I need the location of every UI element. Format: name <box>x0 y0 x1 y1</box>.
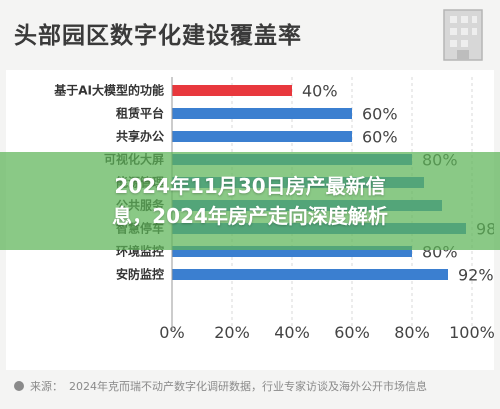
data-label: 40% <box>302 82 338 101</box>
building-icon <box>443 9 483 61</box>
x-tick-label: 20% <box>214 323 250 342</box>
headline-banner: 2024年11月30日房产最新信 息，2024年房产走向深度解析 <box>0 152 500 250</box>
bar <box>172 246 412 257</box>
bar <box>172 108 352 119</box>
data-label: 92% <box>458 266 494 285</box>
x-tick-label: 40% <box>274 323 310 342</box>
category-label: 基于AI大模型的功能 <box>53 83 164 98</box>
x-tick-label: 100% <box>449 323 494 342</box>
category-label: 安防监控 <box>116 267 164 282</box>
x-tick-label: 80% <box>394 323 430 342</box>
source-text: 2024年克而瑞不动产数字化调研数据，行业专家访谈及海外公开市场信息 <box>69 380 427 393</box>
bar <box>172 131 352 142</box>
chart-title: 头部园区数字化建设覆盖率 <box>14 23 302 49</box>
x-tick-label: 60% <box>334 323 370 342</box>
data-label: 60% <box>362 128 398 147</box>
x-tick-label: 0% <box>159 323 184 342</box>
bar <box>172 269 448 280</box>
category-label: 租赁平台 <box>116 106 164 121</box>
banner-line-2: 息，2024年房产走向深度解析 <box>112 204 388 228</box>
category-label: 共享办公 <box>116 129 164 144</box>
source-note: 来源： 2024年克而瑞不动产数字化调研数据，行业专家访谈及海外公开市场信息 <box>14 378 490 394</box>
info-dot-icon <box>14 381 24 391</box>
bar <box>172 85 292 96</box>
data-label: 60% <box>362 105 398 124</box>
banner-line-1: 2024年11月30日房产最新信 <box>114 174 386 198</box>
source-label: 来源： <box>30 380 63 393</box>
